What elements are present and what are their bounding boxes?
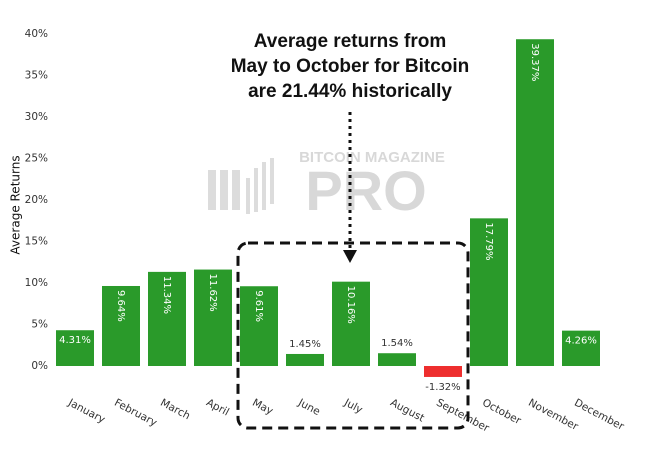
annotation: May to October for Bitcoin <box>231 56 470 77</box>
y-tick-label: 35% <box>25 70 48 82</box>
annotation: Average returns from <box>254 31 447 52</box>
bar <box>378 353 416 366</box>
watermark-logo <box>208 158 274 214</box>
value-label: 11.34% <box>161 276 172 314</box>
y-tick-label: 40% <box>25 28 48 40</box>
value-label: 1.45% <box>289 339 321 350</box>
annotation: are 21.44% historically <box>248 81 452 102</box>
bar <box>148 271 186 366</box>
y-tick-label: 5% <box>31 319 48 331</box>
bar <box>516 39 554 366</box>
value-label: -1.32% <box>425 382 460 393</box>
bar <box>470 218 508 366</box>
value-label: 10.16% <box>345 286 356 324</box>
bar <box>240 286 278 366</box>
value-label: 1.54% <box>381 338 413 349</box>
bar <box>194 269 232 366</box>
y-axis-label: Average Returns <box>9 155 23 254</box>
arrow-head <box>343 250 357 263</box>
y-tick-label: 0% <box>31 360 48 372</box>
watermark: PRO <box>305 159 426 222</box>
bar <box>102 285 140 366</box>
highlight-box <box>236 241 470 430</box>
value-label: 11.62% <box>207 274 218 312</box>
bar <box>332 281 370 366</box>
value-label: 4.31% <box>59 335 91 346</box>
y-tick-label: 25% <box>25 153 48 165</box>
bar <box>286 353 324 366</box>
bar <box>56 330 94 366</box>
value-label: 9.64% <box>115 290 126 322</box>
y-tick-label: 15% <box>25 236 48 248</box>
value-label: 9.61% <box>253 290 264 322</box>
value-label: 17.79% <box>483 222 494 260</box>
watermark: BITCOIN MAGAZINE <box>299 149 445 166</box>
bar <box>424 366 462 377</box>
value-label: 39.37% <box>529 43 540 81</box>
y-tick-label: 30% <box>25 111 48 123</box>
value-label: 4.26% <box>565 336 597 347</box>
bar <box>562 330 600 366</box>
y-tick-label: 10% <box>25 277 48 289</box>
y-tick-label: 20% <box>25 194 48 206</box>
